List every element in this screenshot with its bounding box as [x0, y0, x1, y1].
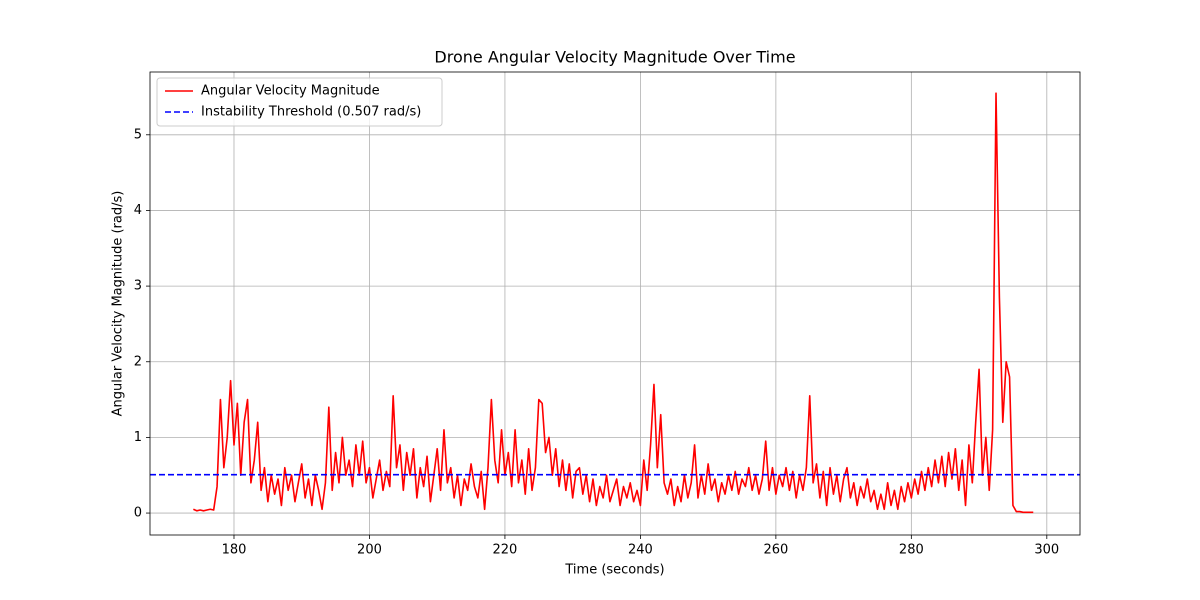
x-tick-label: 260: [763, 543, 788, 558]
y-tick-label: 2: [134, 354, 142, 369]
plot: [150, 92, 1080, 514]
x-axis-label: Time (seconds): [564, 563, 664, 578]
x-tick-label: 180: [222, 543, 247, 558]
y-tick-label: 4: [134, 203, 142, 218]
legend-label: Instability Threshold (0.507 rad/s): [201, 105, 421, 120]
x-tick-label: 200: [357, 543, 382, 558]
y-axis-label: Angular Velocity Magnitude (rad/s): [111, 191, 126, 417]
x-tick-label: 280: [899, 543, 924, 558]
x-tick-label: 220: [493, 543, 518, 558]
legend-label: Angular Velocity Magnitude: [201, 84, 380, 99]
y-tick-label: 1: [134, 430, 142, 445]
axes-frame: [149, 71, 1081, 536]
legend-box: [156, 77, 443, 127]
chart-title: Drone Angular Velocity Magnitude Over Ti…: [434, 48, 795, 67]
y-tick-label: 3: [134, 279, 142, 294]
data-line: [193, 92, 1034, 514]
x-tick-label: 240: [628, 543, 653, 558]
grid: [150, 72, 1080, 535]
legend: Angular Velocity Magnitude Instability Th…: [156, 77, 443, 127]
y-tick-label: 5: [134, 127, 142, 142]
x-tick-label: 300: [1034, 543, 1059, 558]
y-tick-label: 0: [134, 506, 142, 521]
